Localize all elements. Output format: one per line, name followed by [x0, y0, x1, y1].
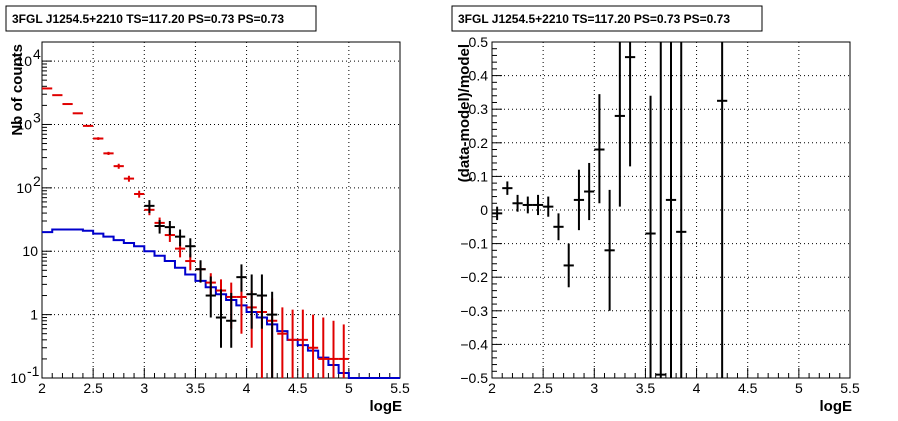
- counts-y-tick-label: 1: [30, 307, 38, 323]
- residual-grid: [492, 42, 850, 378]
- counts-x-tick-label: 5.5: [390, 380, 410, 396]
- residual-y-tick-label: −0.5: [460, 370, 488, 386]
- counts-y-tick-label: 10: [16, 53, 32, 69]
- residual-y-tick-label: 0.4: [469, 68, 489, 84]
- residual-y-tick-label: −0.2: [460, 269, 488, 285]
- residual-x-tick-label: 4: [693, 380, 701, 396]
- residual-ticks: [491, 41, 851, 379]
- counts-x-tick-label: 2.5: [83, 380, 103, 396]
- residual-y-tick-label: 0.3: [469, 101, 489, 117]
- counts-y-tick-label: 10: [16, 116, 32, 132]
- residual-x-tick-label: 5.5: [840, 380, 860, 396]
- residual-title-box: [451, 5, 763, 32]
- counts-y-tick-exponent: -1: [27, 363, 40, 379]
- counts-grid: [42, 42, 400, 378]
- residual-title: 3FGL J1254.5+2210 TS=117.20 PS=0.73 PS=0…: [458, 12, 730, 26]
- counts-ylabel: Nb of counts: [9, 44, 26, 136]
- counts-y-tick-label: 10: [10, 370, 26, 386]
- data-errorbar-series: [144, 200, 278, 378]
- residual-y-tick-label: 0.2: [469, 135, 489, 151]
- residual-y-tick-label: −0.1: [460, 236, 488, 252]
- counts-ticks: [41, 60, 401, 379]
- residual-y-tick-label: 0.5: [469, 34, 489, 50]
- counts-x-tick-label: 4: [243, 380, 251, 396]
- counts-xlabel: logE: [370, 398, 403, 415]
- residual-ylabel: (data-model)/model: [456, 44, 473, 182]
- counts-y-tick-label: 10: [16, 180, 32, 196]
- counts-x-tick-label: 5: [345, 380, 353, 396]
- counts-x-tick-label: 4.5: [288, 380, 308, 396]
- residual-x-tick-label: 4.5: [738, 380, 758, 396]
- residual-errorbar-series: [492, 42, 728, 378]
- residual-x-tick-label: 2.5: [533, 380, 553, 396]
- residual-x-tick-label: 2: [488, 380, 496, 396]
- counts-x-tick-label: 2: [38, 380, 46, 396]
- residual-x-tick-label: 3: [590, 380, 598, 396]
- residual-y-tick-label: 0.1: [469, 168, 489, 184]
- residual-tick-labels: 2 2.5 3 3.5 4 4.5 5 5.5 −0.5 −0.4 −0.3 −0.2 −0.1 0 0.1…: [460, 34, 860, 396]
- residual-panel: 2 2.5 3 3.5 4 4.5 5 5.5 −0.5 −0.4 −0.3 −0.2 −0.1 0 0.1…: [451, 5, 860, 415]
- counts-y-tick-exponent: 4: [33, 46, 41, 62]
- residual-y-tick-label: 0: [480, 202, 488, 218]
- residual-x-tick-label: 3.5: [636, 380, 656, 396]
- counts-y-tick-exponent: 2: [33, 173, 41, 189]
- counts-y-tick-label: 10: [22, 243, 38, 259]
- counts-x-tick-label: 3.5: [186, 380, 206, 396]
- residual-x-tick-label: 5: [795, 380, 803, 396]
- counts-title-box: [5, 5, 317, 32]
- counts-title: 3FGL J1254.5+2210 TS=117.20 PS=0.73 PS=0…: [12, 12, 284, 26]
- counts-y-tick-exponent: 3: [33, 109, 41, 125]
- residual-y-tick-label: −0.4: [460, 336, 488, 352]
- counts-x-tick-label: 3: [140, 380, 148, 396]
- residual-y-tick-label: −0.3: [460, 303, 488, 319]
- residual-xlabel: logE: [820, 398, 853, 415]
